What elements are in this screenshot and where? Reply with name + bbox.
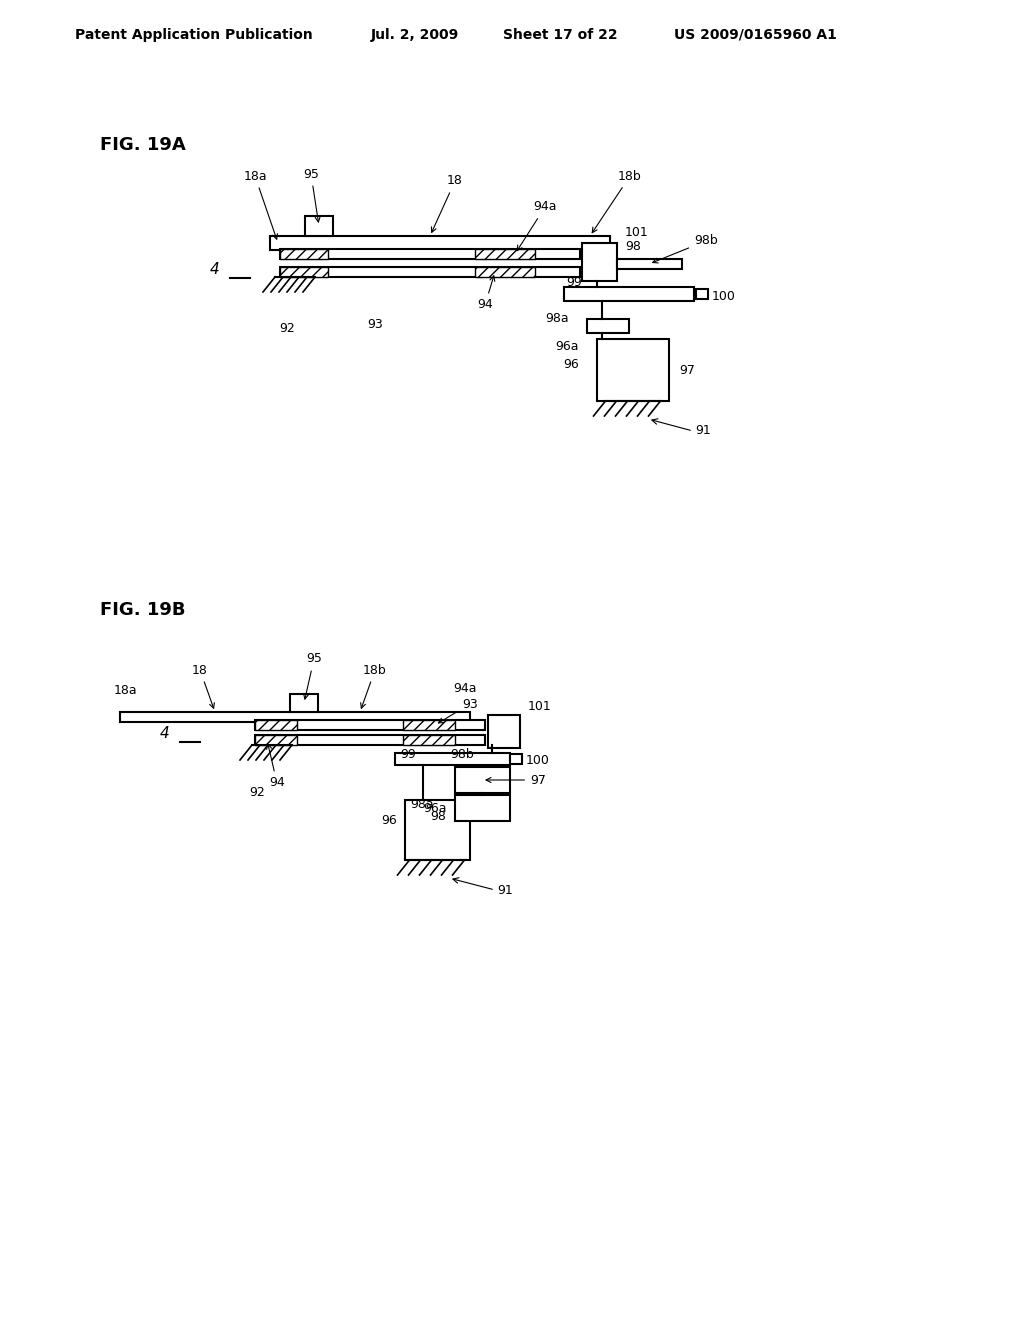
- Text: Sheet 17 of 22: Sheet 17 of 22: [503, 28, 617, 42]
- Text: 91: 91: [695, 425, 711, 437]
- Bar: [255, 735, 297, 744]
- Text: 18: 18: [431, 174, 463, 232]
- Text: 18a: 18a: [243, 169, 278, 239]
- Bar: [455, 795, 510, 821]
- Bar: [403, 735, 455, 744]
- Text: 98: 98: [430, 810, 445, 824]
- Text: Patent Application Publication: Patent Application Publication: [75, 28, 312, 42]
- Bar: [305, 216, 333, 236]
- Text: 96: 96: [563, 359, 579, 371]
- Text: 100: 100: [526, 754, 550, 767]
- Bar: [270, 236, 610, 249]
- Text: 94: 94: [266, 744, 285, 789]
- Text: 95: 95: [303, 652, 322, 700]
- Text: 18: 18: [193, 664, 214, 709]
- Text: 96a: 96a: [555, 341, 579, 354]
- Text: 97: 97: [486, 774, 546, 787]
- Bar: [403, 719, 455, 730]
- Bar: [255, 735, 485, 744]
- Text: 18b: 18b: [592, 169, 642, 232]
- Bar: [280, 249, 328, 259]
- Text: 98a: 98a: [410, 799, 433, 812]
- Text: 98: 98: [625, 239, 641, 252]
- Text: 98a: 98a: [546, 312, 569, 325]
- Text: 92: 92: [249, 787, 265, 800]
- Bar: [290, 694, 318, 711]
- Text: 4: 4: [160, 726, 170, 742]
- Text: 97: 97: [679, 363, 695, 376]
- Bar: [255, 719, 297, 730]
- Bar: [617, 259, 682, 269]
- Text: 96a: 96a: [424, 801, 447, 814]
- Text: 100: 100: [712, 289, 736, 302]
- Bar: [395, 752, 510, 766]
- Text: 96: 96: [381, 813, 397, 826]
- Text: 93: 93: [368, 318, 383, 331]
- Text: Jul. 2, 2009: Jul. 2, 2009: [371, 28, 459, 42]
- Text: 93: 93: [438, 697, 478, 723]
- Text: US 2009/0165960 A1: US 2009/0165960 A1: [674, 28, 837, 42]
- Text: FIG. 19B: FIG. 19B: [100, 601, 185, 619]
- Bar: [455, 767, 510, 793]
- Bar: [510, 754, 522, 764]
- Bar: [564, 286, 694, 301]
- Bar: [597, 339, 669, 401]
- Text: 98b: 98b: [652, 235, 718, 263]
- Bar: [587, 319, 629, 333]
- Text: 94: 94: [477, 276, 495, 312]
- Text: 101: 101: [528, 701, 552, 714]
- Bar: [475, 249, 535, 259]
- Text: 99: 99: [400, 748, 416, 762]
- Bar: [488, 715, 520, 748]
- Bar: [255, 719, 485, 730]
- Text: 18b: 18b: [360, 664, 387, 709]
- Text: 4: 4: [210, 263, 220, 277]
- Text: 99: 99: [566, 276, 582, 289]
- Text: 18a: 18a: [114, 684, 137, 697]
- Bar: [696, 289, 708, 300]
- Bar: [120, 711, 470, 722]
- Bar: [406, 800, 470, 861]
- Text: 98b: 98b: [450, 748, 474, 762]
- Text: 95: 95: [303, 168, 321, 222]
- Text: 94a: 94a: [517, 201, 557, 251]
- Bar: [280, 267, 580, 277]
- Bar: [280, 249, 580, 259]
- Text: 92: 92: [280, 322, 295, 335]
- Text: 94a: 94a: [454, 681, 477, 694]
- Bar: [280, 267, 328, 277]
- Text: 91: 91: [497, 883, 513, 896]
- Bar: [582, 243, 617, 281]
- Bar: [475, 267, 535, 277]
- Text: FIG. 19A: FIG. 19A: [100, 136, 185, 154]
- Text: 101: 101: [625, 227, 649, 239]
